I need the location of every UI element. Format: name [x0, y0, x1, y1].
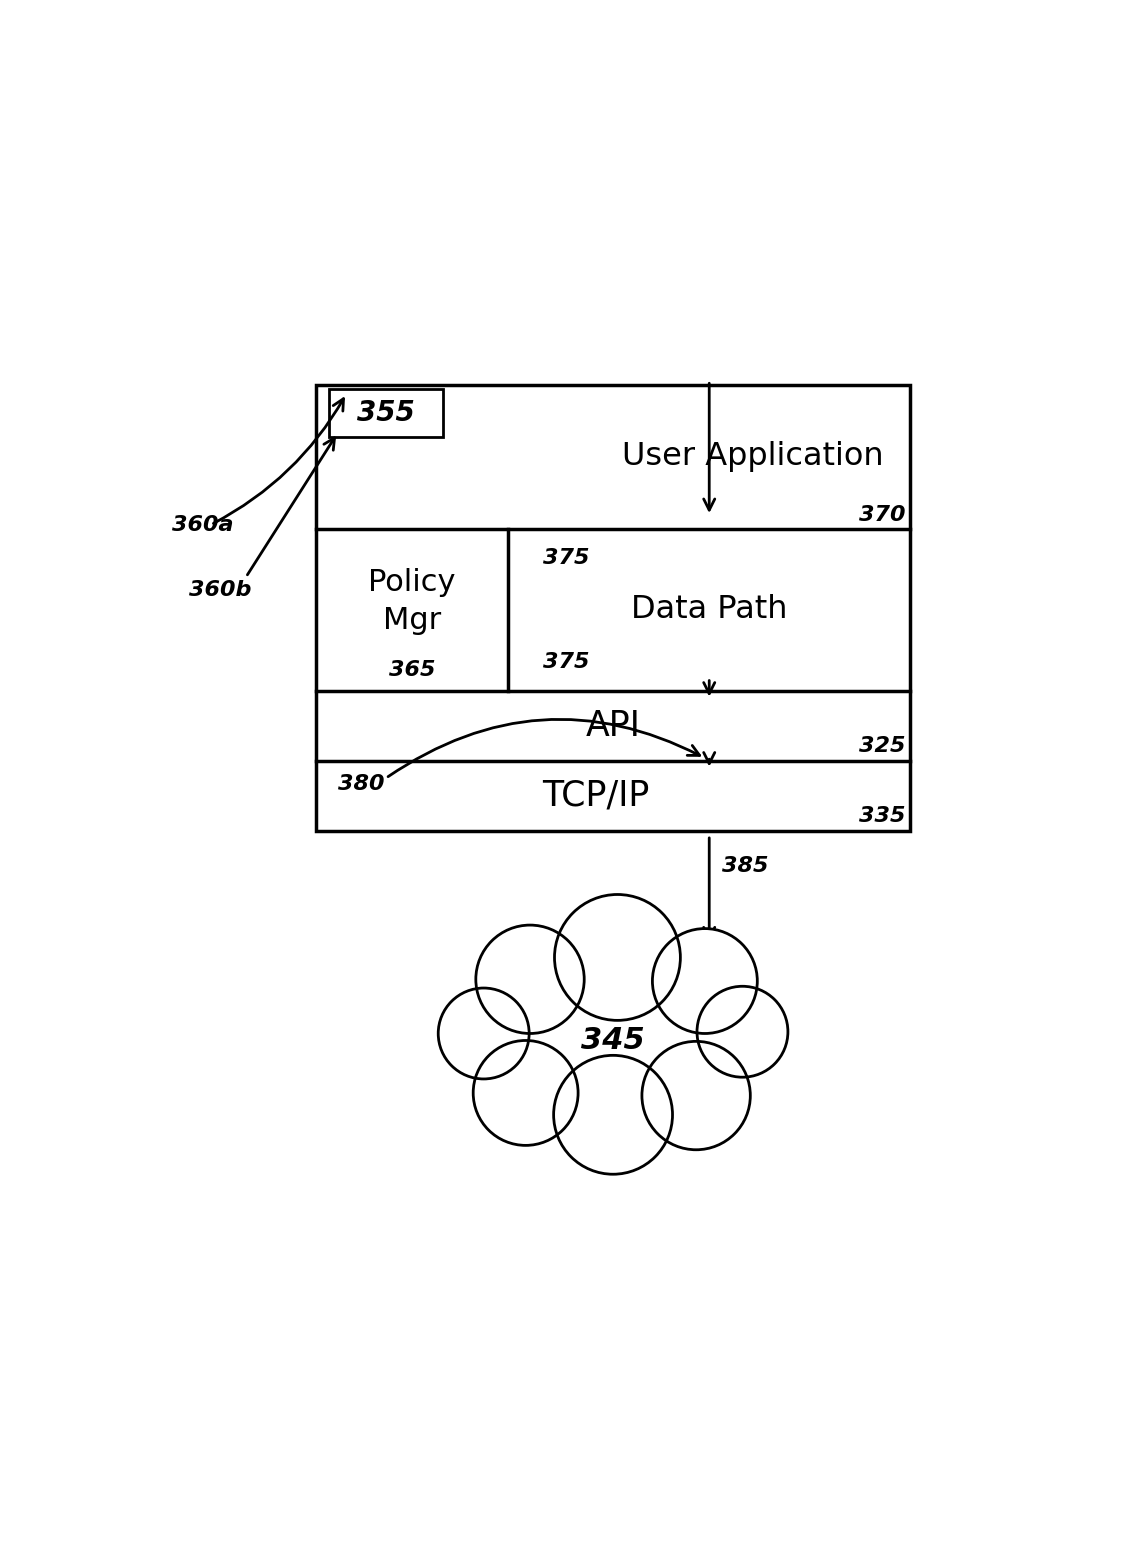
Text: 375: 375 [544, 652, 590, 672]
Text: API: API [585, 708, 641, 743]
Text: Data Path: Data Path [631, 594, 787, 625]
Text: 380: 380 [337, 774, 385, 794]
Text: 335: 335 [860, 807, 906, 826]
Text: 365: 365 [389, 660, 435, 680]
Ellipse shape [555, 895, 680, 1020]
Text: 360a: 360a [171, 514, 233, 534]
Ellipse shape [697, 986, 787, 1077]
Ellipse shape [554, 1055, 672, 1174]
Text: Policy
Mgr: Policy Mgr [368, 567, 456, 635]
Text: 360b: 360b [190, 580, 252, 600]
Ellipse shape [474, 1040, 579, 1145]
Text: TCP/IP: TCP/IP [541, 779, 650, 813]
Ellipse shape [652, 929, 757, 1034]
Text: 325: 325 [860, 736, 906, 757]
Ellipse shape [512, 962, 714, 1111]
Bar [329, 389, 442, 437]
Text: 370: 370 [860, 505, 906, 525]
Ellipse shape [476, 925, 584, 1034]
Ellipse shape [439, 989, 529, 1080]
Text: 385: 385 [722, 856, 769, 876]
Text: 345: 345 [581, 1026, 645, 1055]
Text: User Application: User Application [623, 442, 884, 473]
Bar [316, 385, 910, 831]
Ellipse shape [642, 1042, 750, 1150]
Text: 355: 355 [356, 400, 415, 428]
Text: 375: 375 [544, 548, 590, 569]
